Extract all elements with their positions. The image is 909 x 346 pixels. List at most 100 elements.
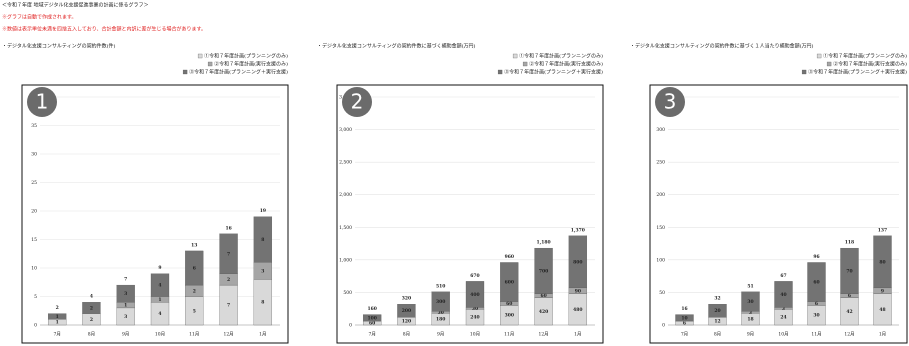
y-tick-label: 15 bbox=[31, 237, 37, 243]
y-tick-label: 30 bbox=[31, 152, 37, 158]
x-tick-label: 7月 bbox=[681, 332, 688, 338]
total-label: 19 bbox=[260, 208, 266, 214]
total-label: 2 bbox=[56, 305, 59, 311]
y-tick-label: 250 bbox=[656, 160, 665, 166]
y-tick-label: 1,000 bbox=[339, 257, 352, 263]
y-tick-label: 20 bbox=[31, 209, 37, 215]
bar-segment bbox=[873, 235, 892, 289]
bar-segment bbox=[219, 233, 238, 274]
x-tick-label: 1月 bbox=[574, 332, 581, 338]
total-label: 510 bbox=[436, 283, 445, 289]
badge bbox=[342, 87, 372, 117]
segment-label: 70 bbox=[846, 268, 852, 274]
bar-segment bbox=[431, 291, 450, 312]
badge-label: 1 bbox=[36, 90, 49, 114]
x-tick-label: 12月 bbox=[223, 332, 233, 338]
segment-label: 42 bbox=[846, 309, 852, 315]
x-tick-label: 1月 bbox=[879, 332, 886, 338]
x-tick-label: 10月 bbox=[155, 332, 165, 338]
x-tick-label: 9月 bbox=[747, 332, 754, 338]
y-tick-label: 0 bbox=[662, 323, 665, 329]
segment-label: 240 bbox=[470, 315, 479, 321]
x-tick-label: 11月 bbox=[811, 332, 821, 338]
segment-label: 60 bbox=[506, 301, 512, 307]
legend-label: ③令和７年度計画(プランニング＋実行支援) bbox=[808, 69, 907, 76]
y-tick-label: 500 bbox=[343, 290, 352, 296]
segment-label: 40 bbox=[780, 292, 786, 298]
legend-swatch bbox=[816, 53, 822, 59]
segment-label: 1 bbox=[158, 297, 161, 303]
segment-label: 1 bbox=[56, 314, 59, 320]
bar-segment bbox=[465, 281, 485, 308]
segment-label: 5 bbox=[193, 308, 196, 314]
segment-label: 3 bbox=[782, 306, 785, 312]
segment-label: 180 bbox=[436, 317, 445, 323]
x-tick-label: 8月 bbox=[714, 332, 721, 338]
segment-label: 400 bbox=[470, 292, 479, 298]
segment-label: 2 bbox=[227, 277, 230, 283]
segment-label: 300 bbox=[436, 299, 445, 305]
y-tick-label: 2,500 bbox=[339, 160, 352, 166]
total-label: 16 bbox=[225, 225, 231, 231]
total-label: 160 bbox=[367, 306, 376, 312]
segment-label: 8 bbox=[261, 237, 264, 243]
segment-label: 90 bbox=[575, 288, 581, 294]
segment-label: 60 bbox=[813, 280, 819, 286]
segment-label: 12 bbox=[714, 319, 720, 325]
y-tick-label: 50 bbox=[659, 290, 665, 296]
x-tick-label: 12月 bbox=[538, 332, 548, 338]
x-tick-label: 8月 bbox=[88, 332, 95, 338]
y-tick-label: 150 bbox=[656, 225, 665, 231]
segment-label: 30 bbox=[472, 306, 478, 312]
segment-label: 6 bbox=[815, 301, 818, 307]
segment-label: 8 bbox=[261, 300, 264, 306]
y-tick-label: 300 bbox=[656, 127, 665, 133]
segment-label: 480 bbox=[573, 307, 582, 313]
bar-segment bbox=[741, 291, 760, 312]
bar-segment bbox=[807, 262, 826, 302]
legend-label: ②令和７年度計画(実行支援のみ) bbox=[214, 61, 288, 68]
segment-label: 6 bbox=[683, 321, 686, 327]
bar-segment bbox=[47, 313, 67, 320]
segment-label: 800 bbox=[573, 259, 582, 265]
total-label: 670 bbox=[470, 273, 479, 279]
total-label: 32 bbox=[714, 296, 720, 302]
segment-label: 700 bbox=[539, 268, 548, 274]
bar-segment bbox=[675, 314, 694, 322]
segment-label: 7 bbox=[227, 251, 230, 257]
bar-segment bbox=[534, 247, 553, 294]
legend-swatch bbox=[801, 69, 807, 75]
legend-swatch bbox=[512, 53, 518, 59]
segment-label: 420 bbox=[539, 309, 548, 315]
segment-label: 1 bbox=[56, 320, 59, 326]
segment-label: 6 bbox=[193, 266, 196, 272]
y-tick-label: 35 bbox=[31, 123, 37, 129]
x-tick-label: 11月 bbox=[189, 332, 199, 338]
bar-segment bbox=[116, 284, 135, 303]
y-tick-label: 100 bbox=[656, 257, 665, 263]
segment-label: 7 bbox=[227, 303, 230, 309]
legend-swatch bbox=[826, 61, 832, 67]
total-label: 1,180 bbox=[537, 240, 551, 246]
legend-label: ①令和７年度計画(プランニングのみ) bbox=[204, 53, 288, 60]
total-label: 96 bbox=[813, 254, 819, 260]
total-label: 137 bbox=[878, 227, 887, 233]
badge-label: 2 bbox=[351, 90, 364, 114]
bar-segment bbox=[397, 304, 416, 318]
total-label: 51 bbox=[747, 283, 753, 289]
badge bbox=[27, 87, 57, 117]
x-tick-label: 7月 bbox=[368, 332, 375, 338]
bar-segment bbox=[253, 216, 273, 263]
bar-segment bbox=[708, 304, 727, 318]
x-tick-label: 10月 bbox=[778, 332, 788, 338]
legend-label: ①令和７年度計画(プランニングのみ) bbox=[823, 53, 907, 60]
segment-label: 6 bbox=[848, 293, 851, 299]
segment-label: 100 bbox=[367, 315, 376, 321]
chart-title: ・デジタル化支援コンサルティングの契約件数に基づく１人当たり補助金額(万円) bbox=[630, 43, 814, 50]
note: ※数値は表示単位未満を四捨五入しており、合計金額と内訳に差が生じる場合があります… bbox=[2, 26, 206, 33]
segment-label: 200 bbox=[402, 308, 411, 314]
badge bbox=[655, 87, 685, 117]
legend-swatch bbox=[207, 61, 213, 67]
total-label: 67 bbox=[780, 273, 786, 279]
